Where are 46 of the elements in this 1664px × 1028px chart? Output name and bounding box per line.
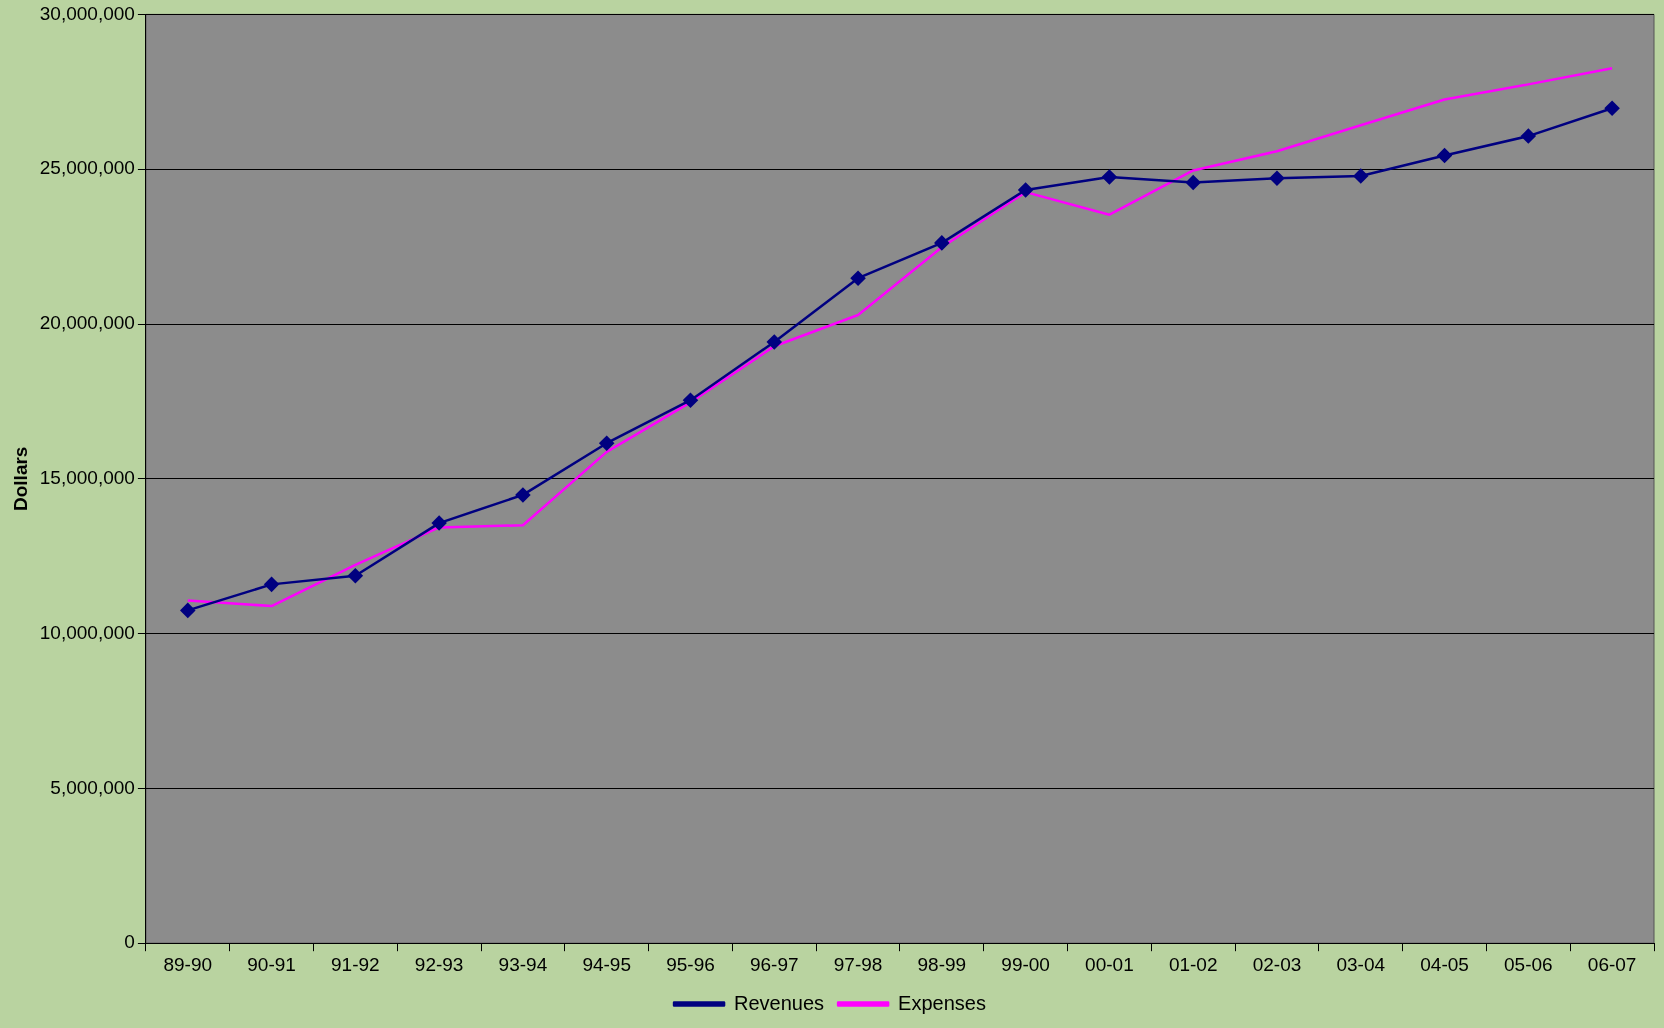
x-tick-label: 99-00	[1001, 953, 1050, 975]
point	[1018, 182, 1033, 198]
point	[1604, 100, 1620, 116]
y-axis-title: Dollars	[9, 446, 31, 512]
x-tick-label: 91-92	[331, 953, 380, 975]
y-tick-label: 30,000,000	[39, 2, 135, 24]
point	[180, 603, 196, 618]
y-tick-label: 0	[124, 931, 135, 953]
legend-label: Revenues	[734, 991, 825, 1014]
point	[1185, 175, 1201, 190]
x-tick-label: 05-06	[1504, 953, 1553, 975]
point	[599, 435, 614, 451]
y-tick-label: 15,000,000	[39, 467, 135, 489]
point	[1353, 168, 1369, 184]
x-tick-label: 01-02	[1168, 953, 1218, 975]
x-tick-label: 97-98	[833, 953, 883, 975]
point	[264, 577, 279, 592]
point	[767, 334, 782, 350]
x-tick-label: 00-01	[1085, 953, 1134, 975]
point	[515, 487, 531, 503]
y-tick-label: 25,000,000	[39, 157, 135, 179]
x-tick-label: 94-95	[582, 953, 632, 975]
x-tick-label: 90-91	[247, 953, 296, 975]
point	[348, 568, 363, 583]
legend-label: Expenses	[898, 991, 986, 1014]
x-tick-label: 06-07	[1587, 953, 1637, 975]
point	[850, 270, 866, 286]
x-tick-label: 95-96	[666, 953, 715, 975]
y-tick-label: 10,000,000	[39, 621, 135, 643]
point	[683, 392, 698, 408]
y-tick-label: 20,000,000	[39, 312, 135, 334]
point	[1102, 169, 1117, 185]
x-tick-label: 98-99	[917, 953, 967, 975]
x-tick-label: 03-04	[1336, 953, 1386, 975]
x-tick-label: 89-90	[163, 953, 213, 975]
point	[934, 235, 950, 251]
y-tick-label: 5,000,000	[50, 776, 135, 798]
point	[431, 515, 447, 531]
point	[1521, 128, 1536, 144]
x-tick-label: 02-03	[1252, 953, 1302, 975]
point	[1437, 148, 1452, 163]
x-tick-label: 96-97	[749, 953, 799, 975]
x-tick-label: 04-05	[1420, 953, 1469, 975]
x-tick-label: 93-94	[498, 953, 548, 975]
x-tick-label: 92-93	[414, 953, 464, 975]
point	[1269, 170, 1285, 186]
